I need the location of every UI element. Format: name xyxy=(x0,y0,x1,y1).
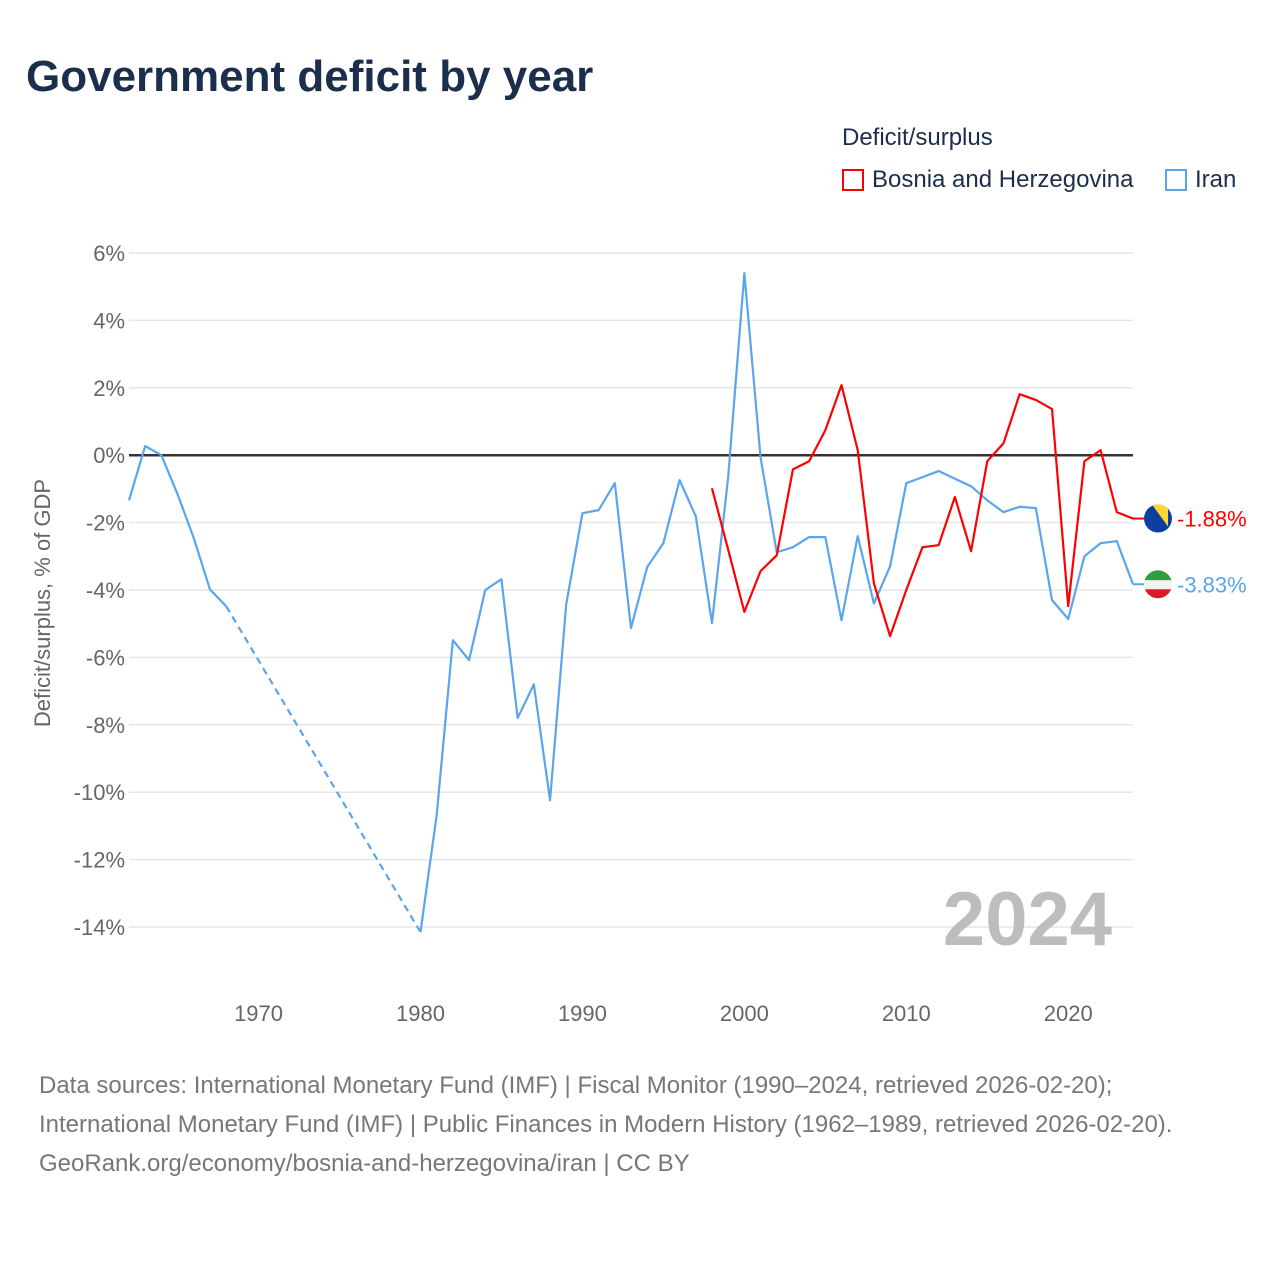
y-tick-label: 2% xyxy=(93,376,125,401)
y-tick-label: -14% xyxy=(74,915,125,940)
series-line-gap-iran xyxy=(225,605,422,933)
flag-stripe-white xyxy=(1144,580,1172,590)
legend-label: Bosnia and Herzegovina xyxy=(872,166,1134,193)
iran-flag-icon xyxy=(1144,570,1172,599)
y-tick-label: -8% xyxy=(86,713,125,738)
flag-triangle xyxy=(1152,504,1168,527)
y-tick-label: -4% xyxy=(86,578,125,603)
y-tick-label: -12% xyxy=(74,848,125,873)
series-line-iran xyxy=(127,445,227,607)
y-tick-label: 0% xyxy=(93,443,125,468)
legend-swatch-bosnia xyxy=(842,169,864,191)
end-value-label: -3.83% xyxy=(1177,572,1247,597)
x-tick-label: 2020 xyxy=(1044,1001,1093,1026)
series-line-iran xyxy=(419,272,1135,933)
x-tick-label: 2000 xyxy=(720,1001,769,1026)
x-tick-label: 1970 xyxy=(234,1001,283,1026)
flag-stripe-green xyxy=(1144,570,1172,581)
legend-label: Iran xyxy=(1195,166,1237,193)
chart-title: Government deficit by year xyxy=(26,52,594,101)
data-sources: Data sources: International Monetary Fun… xyxy=(39,1072,1173,1138)
y-axis-label: Deficit/surplus, % of GDP xyxy=(30,479,55,727)
legend-title: Deficit/surplus xyxy=(842,124,993,151)
y-tick-label: -6% xyxy=(86,645,125,670)
legend-swatch-iran xyxy=(1165,169,1187,191)
end-value-label: -1.88% xyxy=(1177,507,1247,532)
legend-item-iran[interactable]: Iran xyxy=(1165,166,1236,194)
flag-body xyxy=(1144,570,1172,599)
legend-item-bosnia[interactable]: Bosnia and Herzegovina xyxy=(842,166,1134,194)
y-tick-label: 4% xyxy=(93,308,125,333)
bosnia-flag-icon xyxy=(1144,504,1172,533)
footer: Data sources: International Monetary Fun… xyxy=(39,1066,1239,1183)
y-tick-label: 6% xyxy=(93,241,125,266)
y-tick-label: -10% xyxy=(74,780,125,805)
y-tick-label: -2% xyxy=(86,511,125,536)
year-watermark: 2024 xyxy=(943,877,1112,962)
credit-link[interactable]: GeoRank.org/economy/bosnia-and-herzegovi… xyxy=(39,1150,690,1177)
flag-body xyxy=(1144,504,1172,533)
x-tick-label: 2010 xyxy=(882,1001,931,1026)
x-tick-label: 1980 xyxy=(396,1001,445,1026)
x-tick-label: 1990 xyxy=(558,1001,607,1026)
series-line-bosnia-and-herzegovina xyxy=(710,384,1134,638)
line-chart: 6% 4% 2% 0% -2% -4% -6% -8% -10% -12% -14% 1970 1980… xyxy=(30,241,1247,1026)
flag-stripe-red xyxy=(1144,589,1172,599)
